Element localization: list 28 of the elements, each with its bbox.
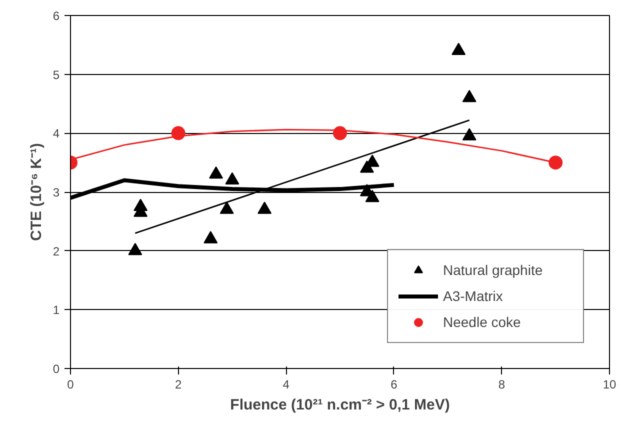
- point: [365, 190, 380, 202]
- x-tick-label: 10: [602, 378, 616, 392]
- point: [225, 172, 240, 184]
- point: [452, 42, 466, 56]
- point: [258, 202, 272, 214]
- point: [462, 90, 476, 102]
- y-tick-label: 3: [52, 186, 60, 200]
- y-axis-title: CTE (10⁻⁶ K⁻¹): [28, 143, 45, 241]
- y-tick-label: 6: [52, 9, 60, 23]
- point: [462, 128, 476, 140]
- x-tick-label: 4: [282, 378, 290, 392]
- y-tick-label: 0: [52, 362, 60, 376]
- point: [220, 202, 234, 214]
- y-tick-label: 5: [52, 68, 60, 82]
- x-tick-label: 2: [174, 378, 182, 392]
- x-tick-label: 8: [498, 378, 506, 392]
- x-tick-label: 6: [390, 378, 398, 392]
- point: [204, 231, 218, 244]
- y-tick-label: 1: [52, 303, 60, 318]
- point: [209, 166, 224, 179]
- y-tick-label: 4: [52, 126, 60, 141]
- y-tick-label: 2: [52, 244, 60, 258]
- point: [128, 242, 142, 256]
- x-axis-title: Fluence (10²¹ n.cm⁻² > 0,1 MeV): [230, 396, 450, 414]
- x-tick-label: 0: [67, 378, 74, 392]
- legend-label: Needle coke: [443, 314, 522, 330]
- legend-label: Natural graphite: [443, 262, 544, 278]
- legend-label: A3-Matrix: [443, 288, 504, 304]
